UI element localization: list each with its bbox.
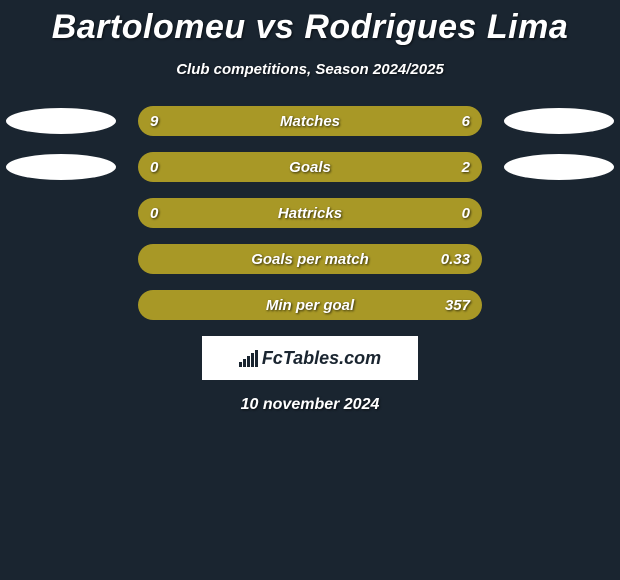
brand-text: FcTables.com: [262, 348, 381, 369]
page-title: Bartolomeu vs Rodrigues Lima: [0, 0, 620, 47]
player-right-ellipse: [504, 108, 614, 134]
metrics-container: 96Matches02Goals00Hattricks0.33Goals per…: [0, 106, 620, 320]
bar-left: [138, 244, 482, 274]
value-right: 2: [462, 152, 470, 182]
player-left-ellipse: [6, 154, 116, 180]
metric-row: 96Matches: [0, 106, 620, 136]
metric-row: 357Min per goal: [0, 290, 620, 320]
value-left: 9: [150, 106, 158, 136]
bar-track: [138, 106, 482, 136]
value-right: 6: [462, 106, 470, 136]
bar-track: [138, 152, 482, 182]
bar-track: [138, 244, 482, 274]
bar-left: [138, 152, 207, 182]
bar-track: [138, 198, 482, 228]
date-text: 10 november 2024: [0, 396, 620, 414]
bar-left: [138, 106, 344, 136]
bar-track: [138, 290, 482, 320]
metric-row: 02Goals: [0, 152, 620, 182]
player-left-ellipse: [6, 108, 116, 134]
value-right: 0.33: [441, 244, 470, 274]
value-left: 0: [150, 152, 158, 182]
brand-box: FcTables.com: [202, 336, 418, 380]
value-left: 0: [150, 198, 158, 228]
value-right: 0: [462, 198, 470, 228]
bar-right: [207, 152, 482, 182]
metric-row: 0.33Goals per match: [0, 244, 620, 274]
bar-left: [138, 198, 482, 228]
subtitle: Club competitions, Season 2024/2025: [0, 61, 620, 78]
value-right: 357: [445, 290, 470, 320]
metric-row: 00Hattricks: [0, 198, 620, 228]
player-right-ellipse: [504, 154, 614, 180]
bar-left: [138, 290, 482, 320]
brand-chart-icon: [239, 349, 258, 367]
